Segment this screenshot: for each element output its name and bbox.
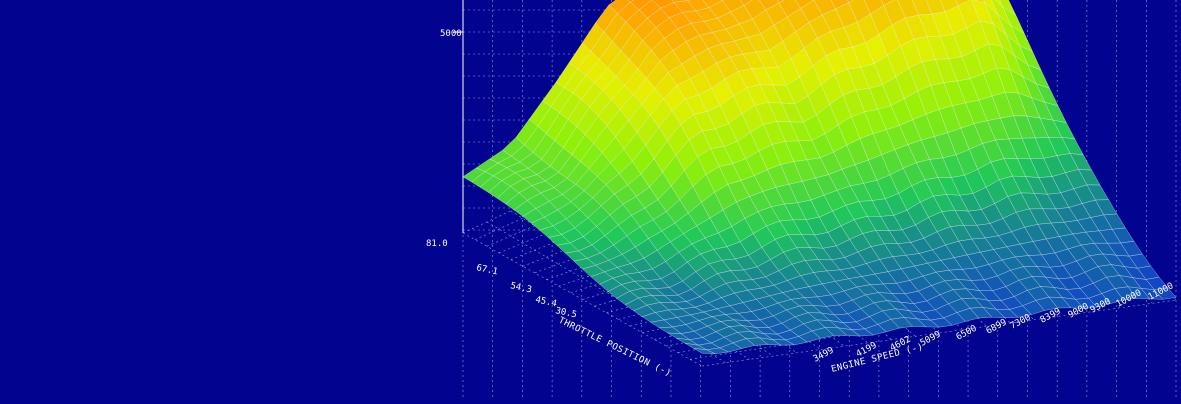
surface-patch (693, 347, 716, 355)
surface-patch (955, 0, 971, 7)
speed-tick-label: 3499 (812, 346, 836, 365)
throttle-tick-label: 81.0 (426, 239, 448, 249)
speed-tick-label: 6899 (985, 318, 1009, 337)
surface-layer (462, 0, 1177, 355)
throttle-tick-label: 45.4 (534, 295, 557, 309)
speed-tick-label: 5099 (919, 330, 943, 349)
floor-grid-line (462, 232, 703, 367)
surface-patch (880, 0, 895, 6)
surface-patch (776, 0, 785, 4)
speed-axis-title: ENGINE SPEED (-) (830, 342, 924, 375)
throttle-tick-label: 67.1 (475, 263, 498, 277)
throttle-tick-label: 54.3 (509, 281, 532, 295)
speed-tick-label: 6500 (955, 324, 979, 343)
z-tick-label: 5000 (440, 29, 462, 39)
throttle-tick-label: 30.5 (554, 306, 577, 320)
